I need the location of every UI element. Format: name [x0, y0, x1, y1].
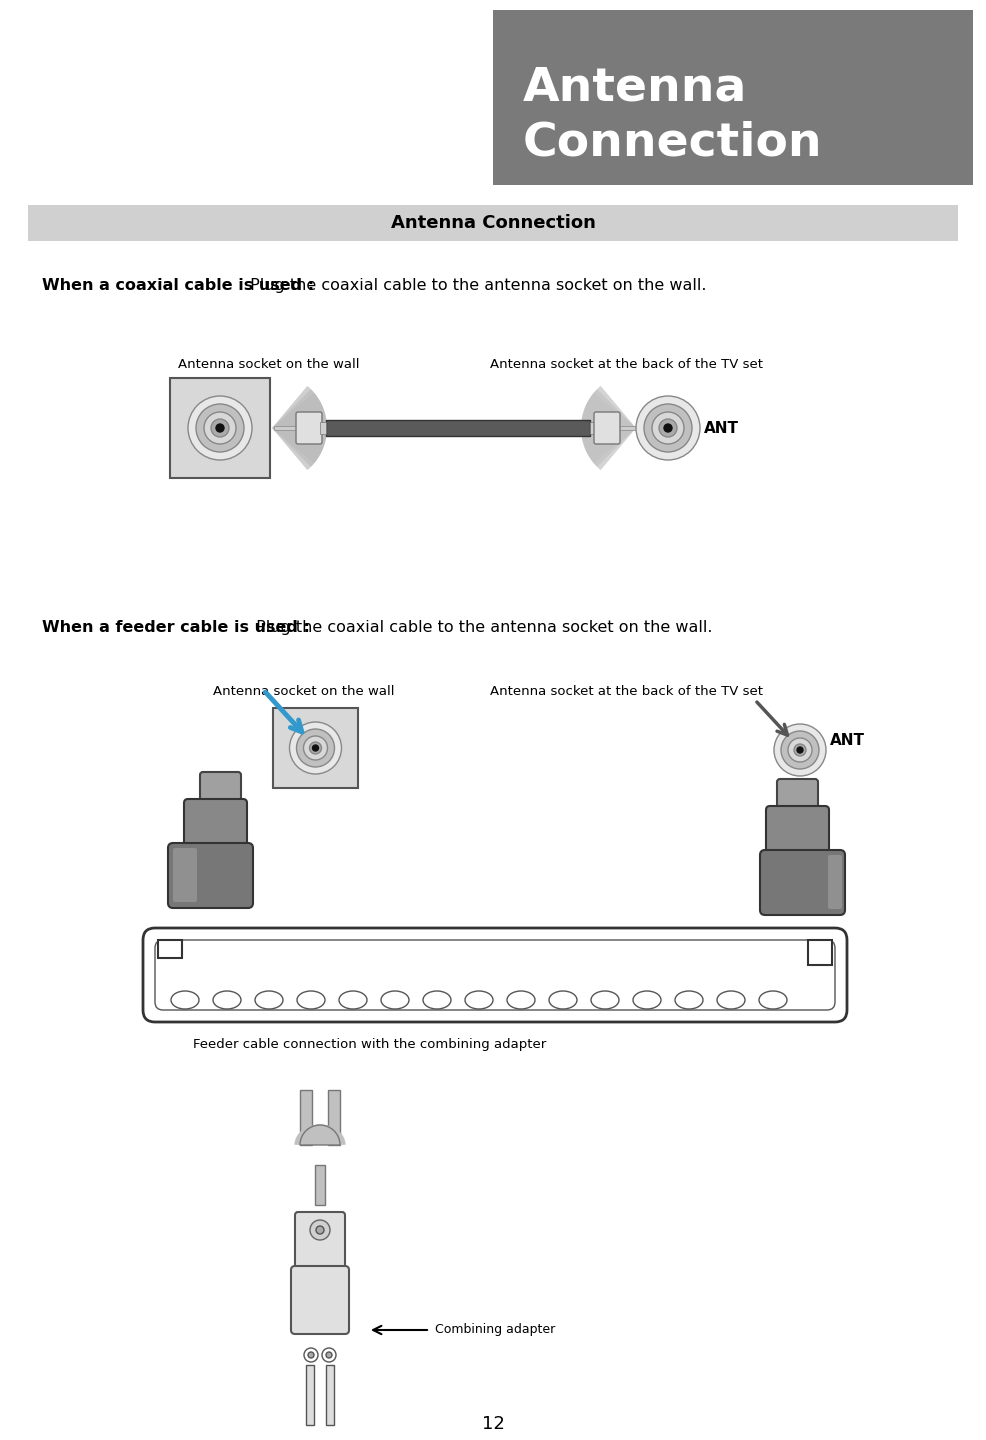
Ellipse shape	[254, 991, 283, 1009]
Circle shape	[325, 1352, 331, 1358]
Text: Feeder cable connection with the combining adapter: Feeder cable connection with the combini…	[193, 1038, 546, 1051]
Ellipse shape	[171, 991, 199, 1009]
Circle shape	[187, 396, 251, 459]
Circle shape	[780, 732, 818, 769]
Bar	[617, 426, 637, 431]
Bar	[327, 1090, 339, 1145]
Bar	[325, 420, 590, 436]
Wedge shape	[272, 393, 326, 464]
Bar	[315, 1165, 324, 1205]
Ellipse shape	[423, 991, 451, 1009]
Bar	[28, 204, 957, 240]
Circle shape	[303, 736, 327, 760]
Text: Antenna socket at the back of the TV set: Antenna socket at the back of the TV set	[489, 685, 762, 698]
FancyBboxPatch shape	[155, 940, 834, 1009]
Circle shape	[296, 729, 334, 768]
FancyBboxPatch shape	[295, 1212, 345, 1269]
Bar	[590, 422, 596, 433]
Bar	[158, 940, 181, 958]
Circle shape	[793, 744, 806, 756]
Bar	[319, 422, 325, 433]
Circle shape	[787, 739, 811, 762]
Ellipse shape	[716, 991, 744, 1009]
FancyBboxPatch shape	[776, 779, 817, 814]
Ellipse shape	[213, 991, 241, 1009]
Text: When a coaxial cable is used :: When a coaxial cable is used :	[42, 278, 314, 292]
Text: Plug the coaxial cable to the antenna socket on the wall.: Plug the coaxial cable to the antenna so…	[250, 621, 712, 635]
Circle shape	[308, 1352, 314, 1358]
Circle shape	[652, 412, 683, 444]
Circle shape	[216, 423, 224, 432]
Text: Plug the coaxial cable to the antenna socket on the wall.: Plug the coaxial cable to the antenna so…	[245, 278, 706, 292]
Ellipse shape	[381, 991, 408, 1009]
Text: Antenna Connection: Antenna Connection	[390, 215, 596, 232]
Circle shape	[204, 412, 236, 444]
Ellipse shape	[548, 991, 577, 1009]
Circle shape	[289, 721, 341, 775]
Text: Antenna socket on the wall: Antenna socket on the wall	[177, 359, 359, 372]
FancyBboxPatch shape	[168, 842, 252, 909]
Bar	[273, 708, 358, 788]
FancyBboxPatch shape	[296, 412, 321, 444]
Bar	[170, 379, 270, 478]
Circle shape	[196, 405, 244, 452]
Circle shape	[304, 1348, 317, 1362]
FancyBboxPatch shape	[291, 1266, 349, 1333]
Circle shape	[664, 423, 671, 432]
Bar	[274, 426, 298, 431]
Circle shape	[310, 742, 321, 755]
Circle shape	[796, 747, 803, 753]
Text: When a feeder cable is used :: When a feeder cable is used :	[42, 621, 310, 635]
Ellipse shape	[758, 991, 786, 1009]
Circle shape	[773, 724, 825, 776]
Wedge shape	[581, 389, 635, 467]
Ellipse shape	[632, 991, 661, 1009]
FancyBboxPatch shape	[183, 799, 246, 847]
Bar	[306, 1365, 314, 1426]
Ellipse shape	[591, 991, 618, 1009]
Bar	[808, 940, 831, 965]
Ellipse shape	[507, 991, 534, 1009]
FancyBboxPatch shape	[143, 927, 846, 1022]
FancyBboxPatch shape	[827, 855, 841, 909]
Ellipse shape	[338, 991, 367, 1009]
Wedge shape	[272, 386, 326, 469]
Circle shape	[313, 744, 318, 752]
Wedge shape	[272, 389, 326, 467]
Circle shape	[635, 396, 699, 459]
FancyBboxPatch shape	[765, 806, 828, 854]
Text: Antenna socket at the back of the TV set: Antenna socket at the back of the TV set	[489, 359, 762, 372]
Circle shape	[310, 1220, 329, 1240]
Wedge shape	[300, 1125, 339, 1145]
FancyBboxPatch shape	[200, 772, 241, 806]
Bar	[300, 1090, 312, 1145]
Circle shape	[659, 419, 676, 436]
Circle shape	[316, 1225, 323, 1234]
Wedge shape	[581, 386, 635, 469]
Bar	[492, 10, 972, 184]
Text: 12: 12	[481, 1416, 505, 1433]
Text: Antenna: Antenna	[523, 65, 746, 109]
FancyBboxPatch shape	[173, 848, 197, 901]
FancyBboxPatch shape	[759, 850, 844, 914]
Ellipse shape	[464, 991, 492, 1009]
Text: Connection: Connection	[523, 120, 821, 166]
FancyBboxPatch shape	[594, 412, 619, 444]
Circle shape	[321, 1348, 335, 1362]
Ellipse shape	[297, 991, 324, 1009]
Ellipse shape	[674, 991, 702, 1009]
Text: ANT: ANT	[829, 733, 864, 747]
Wedge shape	[581, 393, 635, 464]
Text: ANT: ANT	[703, 420, 739, 435]
Text: Combining adapter: Combining adapter	[435, 1323, 555, 1336]
Circle shape	[643, 405, 691, 452]
Bar	[325, 1365, 333, 1426]
Circle shape	[211, 419, 229, 436]
Text: Antenna socket on the wall: Antenna socket on the wall	[213, 685, 394, 698]
